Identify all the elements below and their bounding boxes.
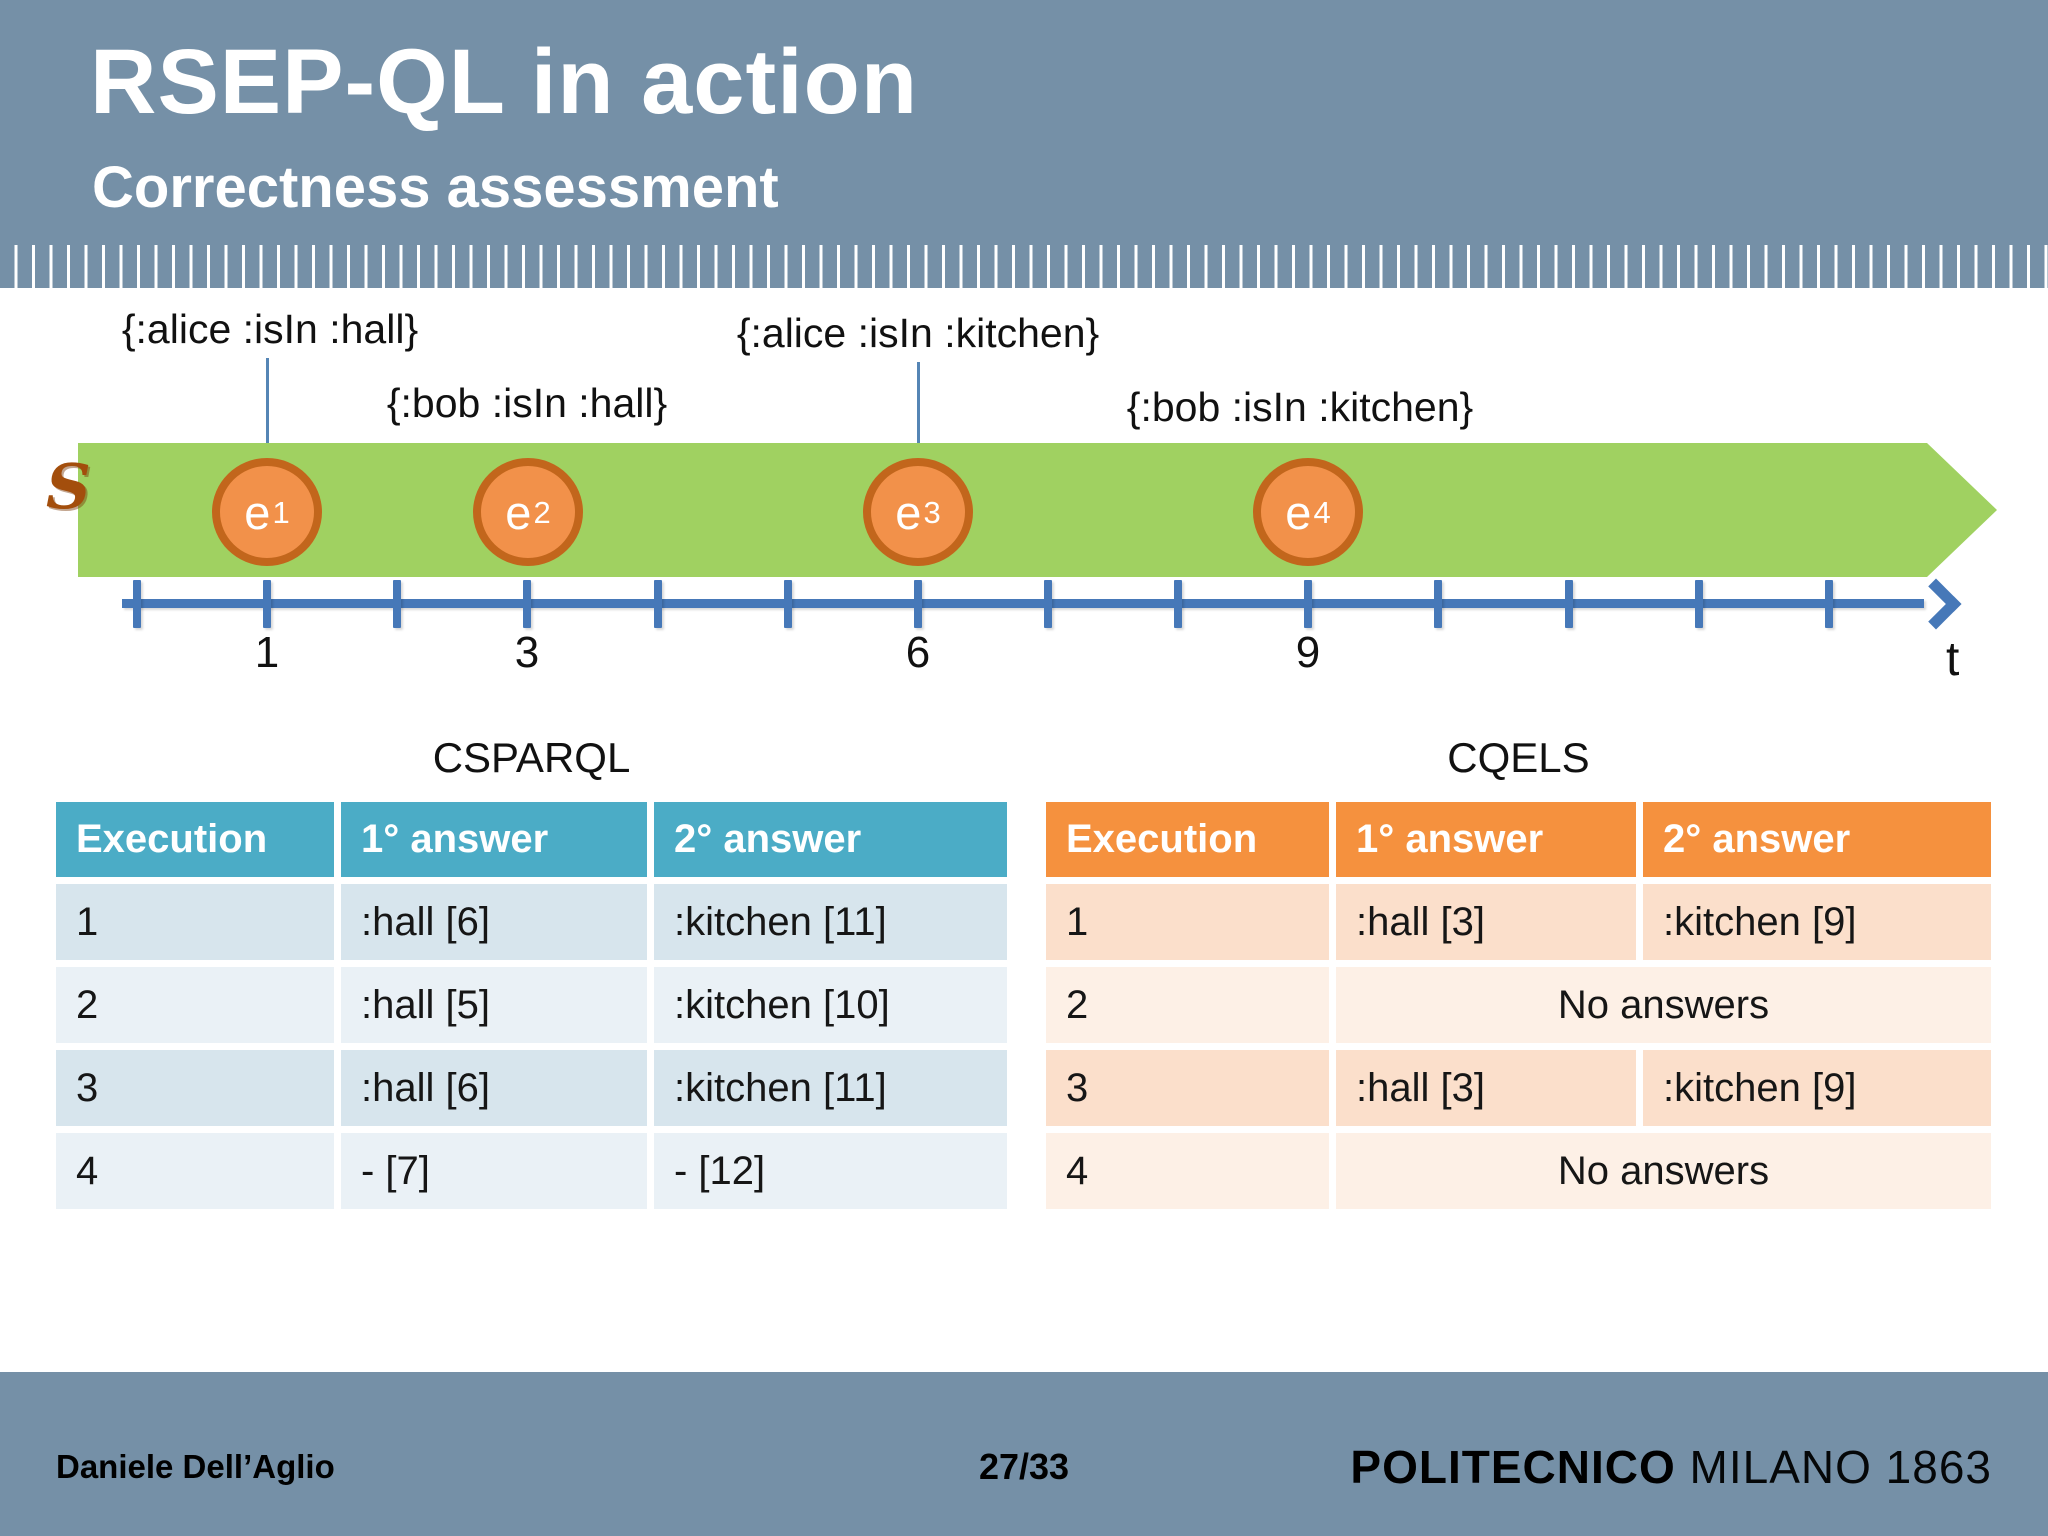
cqels-header-answer1: 1° answer — [1336, 802, 1636, 877]
event-e3-label: e — [895, 485, 922, 539]
cqels-header-answer2: 2° answer — [1643, 802, 1991, 877]
footer-band — [0, 1372, 2048, 1536]
table-cell: :kitchen [9] — [1643, 884, 1991, 960]
annotation-connector-e1 — [266, 358, 269, 460]
decorative-stripe-band — [0, 245, 2048, 288]
logo-text-bold: POLITECNICO — [1350, 1441, 1676, 1493]
axis-tick — [1434, 580, 1442, 628]
annotation-connector-e3 — [917, 362, 920, 460]
table-cell: 2 — [56, 967, 334, 1043]
table-cell: 2 — [1046, 967, 1329, 1043]
annotation-alice-hall: {:alice :isIn :hall} — [121, 306, 419, 352]
table-cell: 3 — [56, 1050, 334, 1126]
axis-tick — [1174, 580, 1182, 628]
table-cell: - [12] — [654, 1133, 1007, 1209]
event-e4-label: e — [1285, 485, 1312, 539]
axis-tick — [1565, 580, 1573, 628]
annotation-bob-kitchen: {:bob :isIn :kitchen} — [1126, 384, 1474, 430]
axis-tick — [133, 580, 141, 628]
cqels-header-execution: Execution — [1046, 802, 1329, 877]
table-cell: :kitchen [11] — [654, 1050, 1007, 1126]
table-cell: 4 — [56, 1133, 334, 1209]
axis-arrowhead-icon — [1910, 578, 1962, 630]
table-cell: :kitchen [11] — [654, 884, 1007, 960]
table-cell: - [7] — [341, 1133, 647, 1209]
table-cell: :hall [3] — [1336, 1050, 1636, 1126]
cqels-table: Execution 1° answer 2° answer 1 :hall [3… — [1046, 802, 1991, 1209]
time-axis-line — [122, 599, 1924, 608]
event-e1-sub: 1 — [272, 494, 290, 530]
annotation-bob-hall: {:bob :isIn :hall} — [386, 380, 668, 426]
axis-tick — [1304, 580, 1312, 628]
event-e1-label: e — [244, 485, 271, 539]
tick-label-6: 6 — [905, 628, 931, 677]
axis-tick — [263, 580, 271, 628]
axis-tick — [523, 580, 531, 628]
event-e2-label: e — [505, 485, 532, 539]
table-cell: 4 — [1046, 1133, 1329, 1209]
tick-label-9: 9 — [1295, 628, 1321, 677]
stream-label: S — [46, 450, 91, 523]
axis-tick — [784, 580, 792, 628]
axis-tick — [1695, 580, 1703, 628]
table-cell: 1 — [56, 884, 334, 960]
event-e2-sub: 2 — [533, 494, 551, 530]
logo-text-light: MILANO 1863 — [1675, 1441, 1992, 1493]
footer-page-number: 27/33 — [978, 1446, 1070, 1487]
csparql-header-answer2: 2° answer — [654, 802, 1007, 877]
table-cell: :hall [5] — [341, 967, 647, 1043]
page-title: RSEP-QL in action — [90, 31, 919, 133]
header-band — [0, 0, 2048, 245]
tick-label-3: 3 — [514, 628, 540, 677]
table-cell-no-answers: No answers — [1336, 967, 1991, 1043]
csparql-header-answer1: 1° answer — [341, 802, 647, 877]
table-cell: 3 — [1046, 1050, 1329, 1126]
stream-arrow — [78, 443, 1997, 577]
event-e3-sub: 3 — [923, 494, 941, 530]
footer-author: Daniele Dell’Aglio — [56, 1448, 335, 1485]
table-cell: :kitchen [10] — [654, 967, 1007, 1043]
page-subtitle: Correctness assessment — [92, 155, 779, 220]
table-cell: :hall [6] — [341, 884, 647, 960]
table-cell: :kitchen [9] — [1643, 1050, 1991, 1126]
tick-label-1: 1 — [254, 628, 280, 677]
table-title-csparql: CSPARQL — [432, 734, 631, 781]
event-e4-sub: 4 — [1313, 494, 1331, 530]
csparql-table: Execution 1° answer 2° answer 1 :hall [6… — [56, 802, 1007, 1209]
axis-tick — [1044, 580, 1052, 628]
csparql-header-execution: Execution — [56, 802, 334, 877]
table-cell: 1 — [1046, 884, 1329, 960]
politecnico-milano-logo: POLITECNICO MILANO 1863 — [1350, 1440, 1992, 1494]
time-axis-label: t — [1946, 633, 1960, 686]
axis-tick — [654, 580, 662, 628]
table-title-cqels: CQELS — [1447, 734, 1590, 781]
axis-tick — [393, 580, 401, 628]
table-cell-no-answers: No answers — [1336, 1133, 1991, 1209]
annotation-alice-kitchen: {:alice :isIn :kitchen} — [736, 310, 1100, 356]
axis-tick — [914, 580, 922, 628]
table-cell: :hall [3] — [1336, 884, 1636, 960]
table-cell: :hall [6] — [341, 1050, 647, 1126]
axis-tick — [1825, 580, 1833, 628]
